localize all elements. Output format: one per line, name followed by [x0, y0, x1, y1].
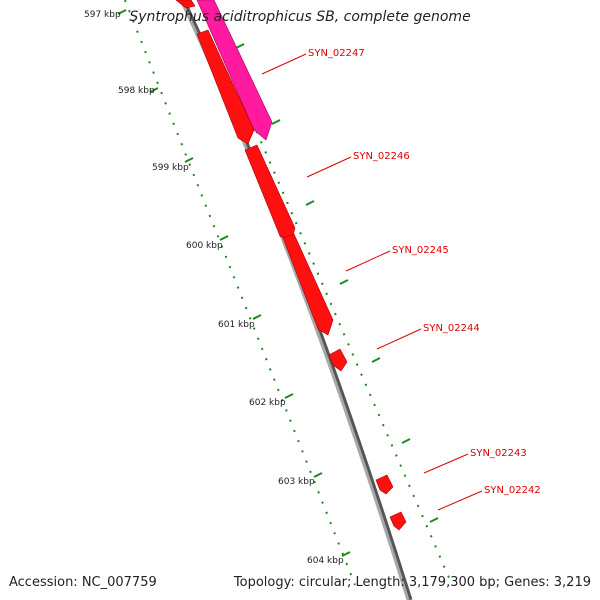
gene-label: SYN_02247	[308, 48, 365, 59]
major-tick	[184, 157, 194, 163]
major-tick	[284, 393, 294, 399]
major-tick	[219, 235, 229, 241]
major-tick	[235, 43, 245, 49]
leader-line	[345, 250, 391, 272]
major-tick	[252, 314, 262, 320]
gene-label: SYN_02245	[392, 245, 449, 256]
major-tick	[339, 279, 349, 285]
kbp-label: 602 kbp	[249, 398, 286, 408]
map-title: Syntrophus aciditrophicus SB, complete g…	[129, 9, 471, 25]
gene-arrow-syn-02247	[196, 0, 273, 141]
major-tick	[305, 200, 315, 206]
kbp-labels: 597 kbp 598 kbp 599 kbp 600 kbp 601 kbp …	[84, 10, 344, 566]
gene-label: SYN_02243	[470, 448, 527, 459]
kbp-label: 601 kbp	[218, 320, 255, 330]
major-tick	[313, 472, 323, 478]
genes	[175, 0, 407, 531]
gene-arrow-syn-02242	[389, 511, 407, 531]
major-tick	[271, 119, 281, 125]
leader-line	[306, 156, 352, 178]
kbp-label: 598 kbp	[118, 86, 155, 96]
gene-arrow	[196, 29, 255, 145]
gene-label: SYN_02242	[484, 485, 541, 496]
genome-backbone	[179, 0, 410, 600]
leader-line	[261, 53, 307, 75]
gene-arrow-syn-02244	[328, 348, 348, 372]
genome-backbone-shadow	[180, 0, 413, 600]
major-tick	[149, 87, 159, 93]
leader-line	[423, 453, 469, 474]
leader-line	[437, 490, 483, 511]
accession-text: Accession: NC_007759	[9, 575, 157, 590]
major-tick	[341, 551, 351, 557]
major-tick	[371, 357, 381, 363]
gene-arrow-syn-02246	[244, 144, 296, 243]
gene-arrow-syn-02243	[375, 474, 394, 495]
kbp-label: 597 kbp	[84, 10, 121, 20]
kbp-label: 599 kbp	[152, 163, 189, 173]
gene-label: SYN_02246	[353, 151, 410, 162]
genome-summary-text: Topology: circular; Length: 3,179,300 bp…	[233, 575, 591, 590]
gene-label: SYN_02244	[423, 323, 480, 334]
major-tick	[117, 9, 127, 15]
label-leaders	[261, 53, 483, 511]
gene-arrow-syn-02245	[282, 233, 334, 336]
major-ticks	[117, 9, 439, 557]
kbp-label: 600 kbp	[186, 241, 223, 251]
major-tick	[429, 517, 439, 523]
gene-labels: SYN_02247 SYN_02246 SYN_02245 SYN_02244 …	[308, 48, 541, 496]
leader-line	[376, 328, 422, 350]
kbp-label: 603 kbp	[278, 477, 315, 487]
gene-arrow	[175, 0, 196, 9]
kbp-label: 604 kbp	[307, 556, 344, 566]
major-tick	[401, 438, 411, 444]
